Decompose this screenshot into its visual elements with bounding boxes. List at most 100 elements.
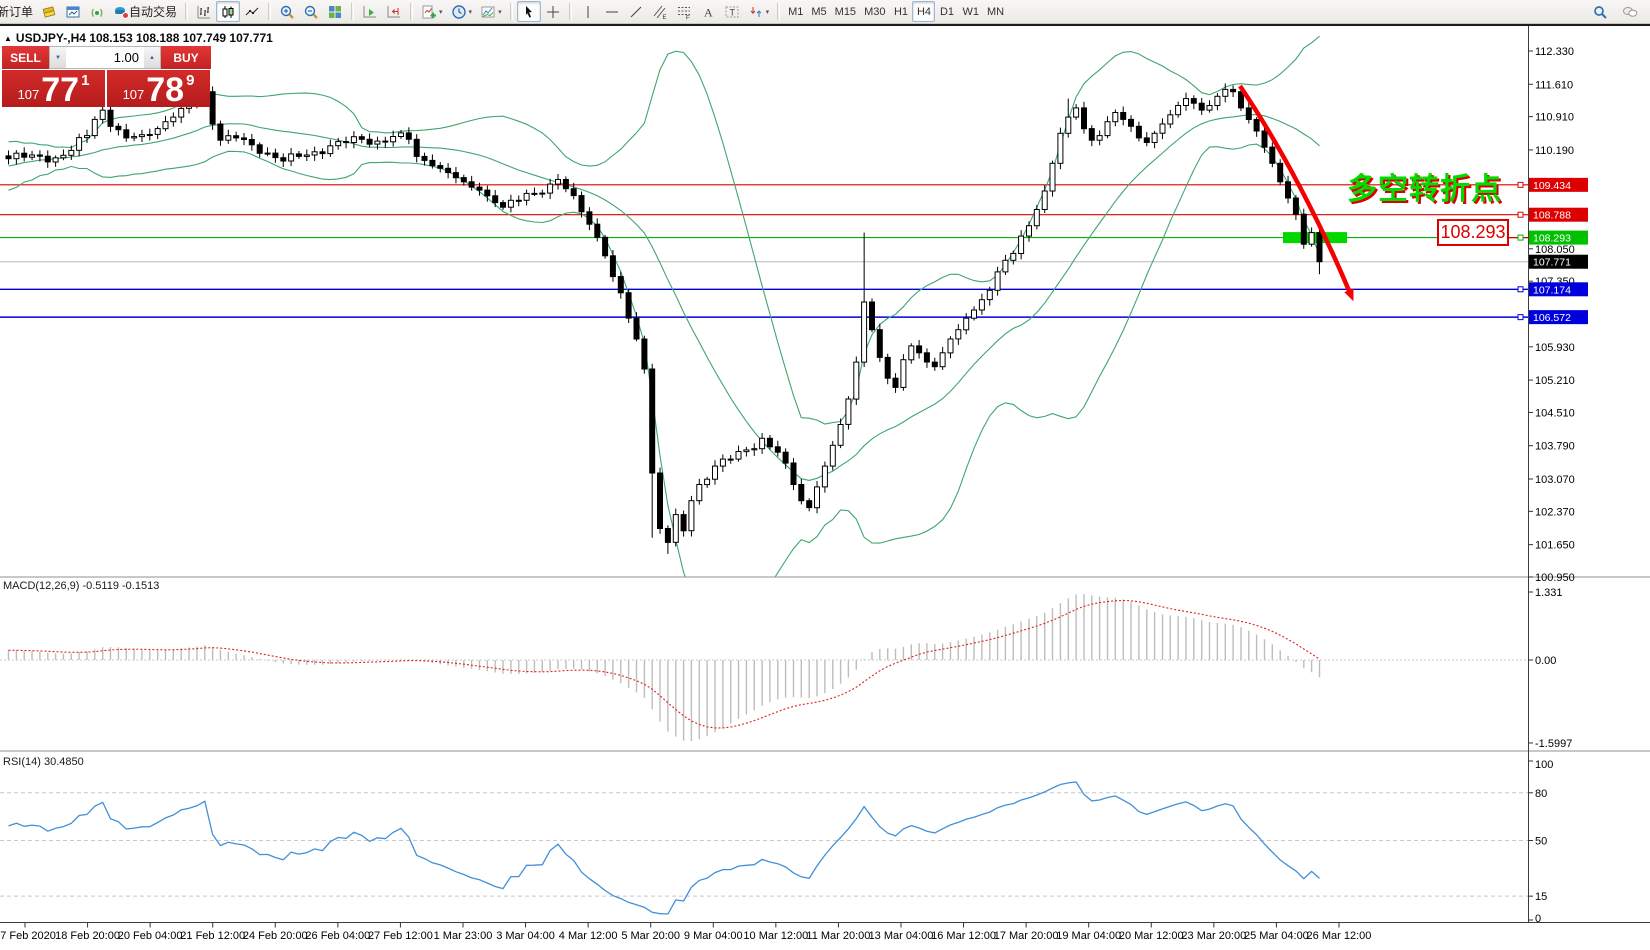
chart-candles-button[interactable]	[216, 1, 241, 22]
text-button[interactable]: A	[696, 1, 720, 22]
svg-text:101.650: 101.650	[1535, 540, 1575, 552]
bollinger-lower-band	[8, 143, 1321, 577]
toolbar-separator	[268, 3, 272, 20]
volume-increase-button[interactable]: ▲	[144, 47, 160, 68]
navigator-button[interactable]	[85, 1, 109, 22]
macd-axis[interactable]: 1.331 0.00 -1.5997	[1528, 587, 1572, 750]
toolbar-group	[275, 0, 347, 23]
line-anchor-marker[interactable]	[1517, 181, 1524, 188]
axis-price-label	[1529, 254, 1588, 269]
line-anchor-marker[interactable]	[1517, 234, 1524, 241]
timeframe-m5[interactable]: M5	[807, 1, 830, 22]
search-button[interactable]	[1588, 1, 1612, 22]
volume-input[interactable]	[66, 47, 144, 68]
svg-text:1 Mar 23:00: 1 Mar 23:00	[434, 930, 493, 942]
timeframe-mn[interactable]: MN	[983, 1, 1008, 22]
toolbar-group: 新订单 自动交易	[0, 0, 181, 23]
candles-icon	[220, 4, 236, 20]
text-label-button[interactable]: T	[720, 1, 744, 22]
svg-text:100.950: 100.950	[1535, 572, 1575, 584]
svg-text:105.930: 105.930	[1535, 342, 1575, 354]
templates-button[interactable]: ▾	[476, 1, 506, 22]
price-axis[interactable]: 112.330111.610110.910110.190108.050107.3…	[1517, 46, 1588, 584]
svg-text:5 Mar 20:00: 5 Mar 20:00	[621, 930, 680, 942]
crosshair-button[interactable]	[541, 1, 565, 22]
channel-button[interactable]: E	[648, 1, 672, 22]
rsi-axis[interactable]: 100 80 50 15 0	[1528, 759, 1553, 925]
cursor-icon	[521, 4, 537, 20]
indicators-icon	[421, 4, 437, 20]
timeframe-w1[interactable]: W1	[958, 1, 983, 22]
bars-icon	[196, 4, 212, 20]
sell-price-button[interactable]: 107 77 1	[2, 70, 105, 107]
cursor-button[interactable]	[516, 1, 541, 22]
trend-arrow[interactable]	[1238, 84, 1354, 302]
timeframe-m1[interactable]: M1	[784, 1, 807, 22]
line-anchor-marker[interactable]	[1517, 314, 1524, 321]
timeframe-h1[interactable]: H1	[889, 1, 912, 22]
toolbar-separator	[777, 3, 781, 20]
axis-price-label	[1529, 207, 1588, 222]
line-anchor-marker[interactable]	[1517, 286, 1524, 293]
data-window-button[interactable]	[61, 1, 85, 22]
new-order-button[interactable]: 新订单	[0, 1, 37, 22]
support-zone-highlight[interactable]	[1283, 232, 1347, 244]
price-callout-box[interactable]: 108.293	[1437, 219, 1509, 246]
svg-text:17 Feb 2020: 17 Feb 2020	[0, 930, 56, 942]
market-watch-button[interactable]	[37, 1, 61, 22]
symbol-info-line: ▲ USDJPY-,H4 108.153 108.188 107.749 107…	[4, 31, 273, 45]
line-anchor-marker[interactable]	[1517, 211, 1524, 218]
buy-price-button[interactable]: 107 78 9	[107, 70, 210, 107]
buy-button[interactable]: BUY	[161, 46, 211, 69]
toolbar-separator	[410, 3, 414, 20]
timeframe-d1[interactable]: D1	[935, 1, 958, 22]
volume-decrease-button[interactable]: ▼	[50, 47, 66, 68]
sell-button[interactable]: SELL	[2, 46, 49, 69]
vline-icon	[580, 4, 596, 20]
svg-text:13 Mar 04:00: 13 Mar 04:00	[869, 930, 934, 942]
chart-shift-button[interactable]	[382, 1, 406, 22]
indicators-button[interactable]: ▾	[417, 1, 447, 22]
svg-text:A: A	[704, 5, 713, 19]
arrows-icon	[748, 4, 764, 20]
toolbar-group: M1 M5 M15 M30 H1 H4 D1 W1 MN	[784, 0, 1008, 23]
rsi-panel[interactable]	[0, 781, 1528, 915]
chart-bars-button[interactable]	[192, 1, 216, 22]
toolbar-group: ▾ ▾ ▾	[417, 0, 506, 23]
hline-button[interactable]	[600, 1, 624, 22]
macd-panel[interactable]	[0, 594, 1528, 741]
annotation-note-text[interactable]: 多空转折点	[1347, 173, 1502, 206]
sell-price-pipette: 1	[81, 72, 90, 89]
svg-text:F: F	[686, 15, 690, 20]
svg-text:50: 50	[1535, 836, 1547, 848]
dropdown-caret-icon: ▾	[765, 8, 770, 16]
shift-icon	[386, 4, 402, 20]
vline-button[interactable]	[576, 1, 600, 22]
chat-button[interactable]	[1618, 1, 1642, 22]
svg-text:108.788: 108.788	[1533, 210, 1571, 222]
autotrade-button[interactable]: 自动交易	[109, 1, 181, 22]
timeframe-m5-label: M5	[811, 5, 827, 18]
chart-line-button[interactable]	[240, 1, 264, 22]
timeframe-m30[interactable]: M30	[860, 1, 889, 22]
tile-windows-button[interactable]	[323, 1, 347, 22]
timeframe-m15[interactable]: M15	[831, 1, 860, 22]
symbol-info-text: USDJPY-,H4 108.153 108.188 107.749 107.7…	[15, 31, 273, 45]
periods-button[interactable]: ▾	[447, 1, 477, 22]
main-chart-panel[interactable]	[0, 35, 1528, 627]
autotrade-icon	[113, 4, 130, 20]
timeframe-m30-label: M30	[864, 5, 886, 18]
zoom-in-button[interactable]	[275, 1, 299, 22]
svg-text:10 Mar 12:00: 10 Mar 12:00	[743, 930, 808, 942]
arrows-button[interactable]: ▾	[744, 1, 774, 22]
auto-scroll-button[interactable]	[358, 1, 382, 22]
toolbar-group	[192, 0, 264, 23]
trendline-button[interactable]	[624, 1, 648, 22]
svg-text:21 Feb 12:00: 21 Feb 12:00	[180, 930, 245, 942]
svg-text:104.510: 104.510	[1535, 407, 1575, 419]
timeframe-h4[interactable]: H4	[912, 1, 936, 22]
fibonacci-button[interactable]: F	[672, 1, 696, 22]
zoom-out-button[interactable]	[299, 1, 323, 22]
